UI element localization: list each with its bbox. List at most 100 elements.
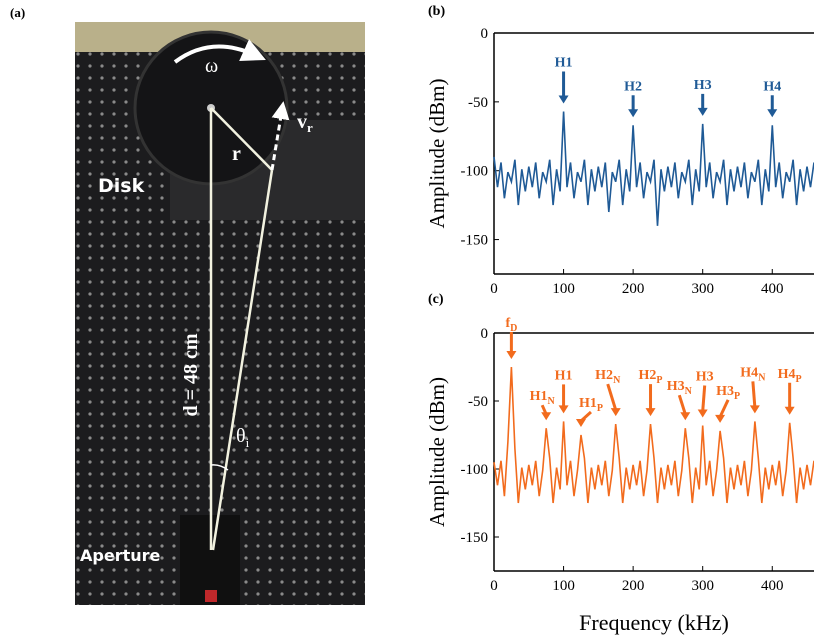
x-tick-label: 300 (691, 578, 714, 594)
peak-arrow-head (767, 109, 778, 118)
peak-label: H4P (778, 367, 802, 385)
theta-label: θi (236, 425, 250, 450)
peak-label-main: H1 (530, 389, 548, 404)
panel-label: (b) (428, 4, 445, 19)
peak-label-main: H2 (639, 368, 657, 383)
x-tick-label: 100 (552, 281, 575, 297)
peak-label-sub: N (685, 386, 693, 397)
peak-arrow-head (558, 405, 569, 414)
theta-subscript: i (246, 435, 250, 450)
peak-label: H1 (555, 368, 573, 383)
y-tick-label: -100 (461, 164, 489, 180)
peak-arrow-head (558, 95, 569, 104)
peak-label-main: H1 (555, 55, 573, 70)
y-tick-label: 0 (481, 326, 489, 342)
theta-symbol: θ (236, 425, 246, 447)
peak-label-main: H2 (595, 368, 613, 383)
x-axis-label: Frequency (kHz) (579, 610, 729, 635)
velocity-symbol: v (297, 111, 307, 133)
peak-label-sub: P (796, 374, 802, 385)
peak-arrow-shaft (677, 394, 687, 415)
peak-arrow-head (680, 412, 691, 421)
radius-line (210, 107, 273, 171)
peak-label-sub: N (758, 372, 766, 383)
x-tick-label: 400 (761, 281, 784, 297)
peak-arrow-shaft (751, 381, 757, 408)
peak-label-main: H3 (696, 369, 714, 384)
peak-label-sub: N (613, 375, 621, 386)
x-tick-label: 0 (490, 281, 498, 297)
velocity-arrow (270, 101, 290, 171)
peak-label: H3N (667, 379, 693, 397)
peak-label-main: H3 (667, 379, 685, 394)
x-tick-label: 0 (490, 578, 498, 594)
peak-arrow-head (541, 412, 552, 421)
spectrum-line (493, 366, 814, 504)
chart: (b) 0 -50 -100 -150 0 100 200 300 400 Amplitude (d… (425, 4, 814, 297)
angle-arc (210, 464, 229, 471)
x-tick-label: 400 (761, 578, 784, 594)
peak-arrow-shaft (718, 399, 730, 418)
peak-label: H3P (716, 384, 740, 402)
radius-label: r (232, 143, 241, 165)
peak-label: H3 (696, 369, 714, 384)
y-tick-label: -50 (468, 394, 488, 410)
peak-label-main: H3 (694, 78, 712, 93)
peak-label: H1N (530, 389, 556, 407)
peak-label: H2N (595, 368, 621, 386)
peak-label-sub: D (510, 323, 517, 334)
spectrum-line (493, 111, 814, 226)
peak-arrow-head (784, 406, 795, 415)
distance-label: d = 48 cm (180, 333, 202, 416)
y-tick-label: 0 (481, 26, 489, 42)
peak-arrow-head (697, 409, 708, 418)
disk-label: Disk (98, 175, 145, 197)
omega-label: ω (205, 55, 218, 77)
y-axis-label: Amplitude (dBm) (425, 79, 449, 229)
peak-label: H1P (579, 396, 603, 414)
peak-arrow-shaft (701, 385, 707, 412)
x-tick-label: 200 (622, 578, 645, 594)
peak-label: H4N (740, 365, 766, 383)
peak-label-main: H4 (778, 367, 796, 382)
peak-label-main: H4 (763, 79, 781, 94)
peak-label-sub: P (734, 391, 740, 402)
charts: (b) 0 -50 -100 -150 0 100 200 300 400 Amplitude (d… (425, 4, 814, 635)
peak-arrow-head (645, 408, 656, 417)
panel-label: (c) (428, 292, 444, 307)
peak-label-main: H3 (716, 384, 734, 399)
peak-label: fD (505, 316, 517, 334)
peak-arrow-head (715, 414, 726, 423)
y-tick-label: -150 (461, 233, 489, 249)
x-tick-label: 300 (691, 281, 714, 297)
x-tick-label: 100 (552, 578, 575, 594)
mount-part (205, 590, 217, 602)
peak-label-sub: P (656, 375, 662, 386)
peak-arrow-head (610, 408, 621, 417)
peak-label: H4 (763, 79, 781, 94)
peak-label-main: H4 (740, 365, 758, 380)
beam-line (211, 169, 274, 551)
peak-arrow-shaft (606, 383, 618, 411)
peak-arrow-head (575, 419, 586, 427)
peak-label-main: H1 (579, 396, 597, 411)
y-axis-label: Amplitude (dBm) (425, 377, 449, 527)
peak-label: H1 (555, 55, 573, 70)
peak-label: H2P (639, 368, 663, 386)
chart: (c) 0 -50 -100 -150 0 100 200 300 400 Amplitude (d… (425, 292, 814, 635)
peak-label-main: f (505, 316, 510, 331)
peak-arrow-head (697, 107, 708, 116)
peak-arrow-head (506, 351, 517, 359)
panel-label: (a) (10, 5, 25, 20)
y-tick-label: -50 (468, 95, 488, 111)
photo: (a) Disk Aperture ω r vr d = 48 cm θi (10, 5, 365, 605)
y-tick-label: -100 (461, 462, 489, 478)
peak-arrow-head (749, 405, 760, 414)
velocity-subscript: r (307, 120, 313, 135)
peak-arrow-head (628, 109, 639, 118)
x-tick-label: 200 (622, 281, 645, 297)
rotation-arrow (173, 39, 266, 64)
peak-label-sub: P (597, 403, 603, 414)
peak-label: H2 (624, 79, 642, 94)
